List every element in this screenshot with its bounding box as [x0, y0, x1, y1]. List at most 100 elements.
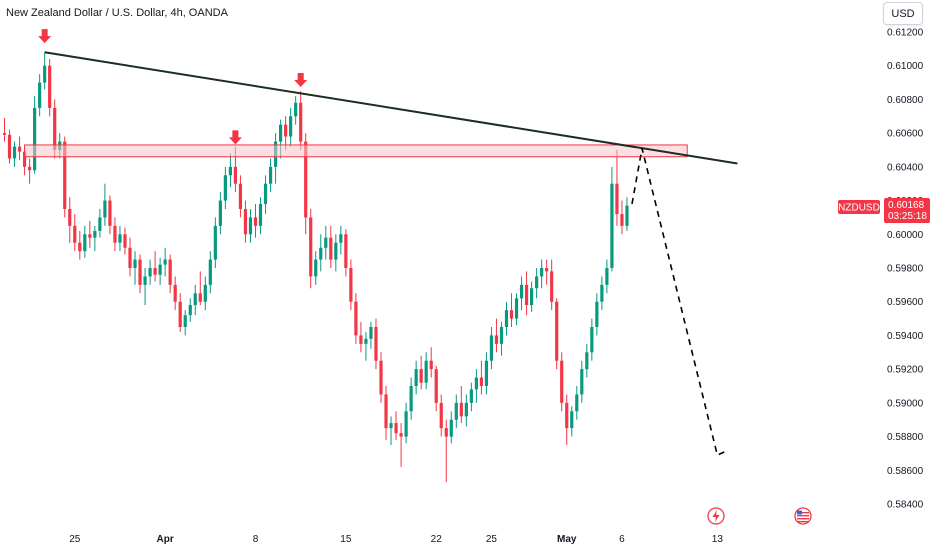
candle	[243, 200, 248, 243]
candle	[334, 234, 338, 272]
price-tick-label: 0.59400	[887, 331, 924, 342]
candle-body	[163, 259, 167, 265]
symbol-label: NZDUSD	[838, 202, 880, 213]
time-tick-label: 13	[712, 534, 724, 545]
candle	[439, 394, 443, 437]
price-tick-label: 0.60800	[887, 95, 924, 106]
lightning-event-icon	[707, 507, 725, 525]
candle-body	[479, 377, 483, 386]
candle	[193, 284, 197, 316]
candle	[273, 133, 278, 184]
candle	[409, 377, 413, 420]
candle-body	[439, 402, 443, 429]
candle-body	[198, 293, 202, 302]
candle-body	[384, 394, 388, 429]
candle-body	[595, 301, 599, 327]
price-tick-label: 0.61000	[887, 61, 924, 72]
down-arrow-icon	[228, 130, 242, 145]
candle-body	[294, 102, 298, 117]
candle-body	[33, 107, 37, 171]
price-axis: 0.612000.610000.608000.606000.604000.602…	[887, 28, 924, 511]
candle-body	[615, 183, 619, 215]
candle	[565, 394, 569, 445]
candles-layer	[2, 52, 629, 483]
candle	[268, 158, 273, 193]
down-arrow-icon	[38, 29, 52, 44]
countdown-label: 03:25:18	[888, 211, 927, 222]
candle	[374, 318, 378, 370]
last-price-badge	[884, 197, 930, 223]
candle	[78, 230, 82, 260]
candle-body	[153, 268, 157, 275]
candle	[38, 74, 42, 117]
candle-body	[344, 234, 348, 268]
candle	[545, 259, 549, 285]
candle	[183, 310, 187, 336]
candle	[620, 200, 624, 235]
candle-body	[419, 369, 423, 383]
candle-body	[469, 389, 473, 403]
candle	[605, 259, 609, 294]
candle	[17, 136, 22, 161]
candle-body	[193, 293, 197, 306]
candle	[314, 251, 318, 285]
candle	[98, 209, 102, 238]
candle	[535, 268, 539, 299]
candle-body	[98, 217, 102, 231]
candle-body	[399, 433, 403, 437]
candle	[289, 107, 293, 147]
candle-body	[88, 234, 92, 238]
candle-body	[299, 102, 303, 142]
candle	[479, 360, 483, 395]
candle-body	[334, 242, 338, 260]
candle-body	[349, 268, 353, 302]
candle-body	[504, 310, 509, 327]
candle	[93, 225, 97, 252]
candle-body	[38, 82, 42, 108]
time-tick-label: 25	[69, 534, 81, 545]
candle	[319, 234, 323, 272]
down-arrow-icon	[294, 73, 308, 87]
candle	[595, 293, 599, 336]
candle-body	[605, 268, 609, 285]
candle	[208, 251, 212, 294]
candle-body	[258, 203, 263, 226]
candle-body	[565, 402, 569, 429]
candle-body	[449, 419, 453, 437]
candle-body	[514, 298, 519, 319]
candle	[228, 153, 232, 188]
candle	[43, 52, 47, 90]
candle-body	[22, 151, 27, 167]
candle	[148, 259, 152, 285]
candle-body	[389, 423, 393, 429]
currency-button[interactable]: USD	[883, 2, 923, 25]
candle	[404, 402, 408, 444]
candle-body	[359, 335, 363, 344]
candle-body	[138, 259, 142, 285]
candle	[133, 251, 137, 285]
candle	[575, 386, 579, 420]
candle-body	[78, 242, 82, 252]
candle	[118, 225, 122, 252]
candle-body	[524, 284, 529, 306]
candle	[213, 217, 217, 268]
candle-body	[93, 230, 97, 238]
candle	[550, 259, 554, 311]
candle	[429, 347, 433, 378]
candle	[83, 225, 87, 258]
candle-body	[519, 284, 524, 299]
candle	[218, 192, 222, 235]
candle	[504, 301, 509, 336]
candle	[173, 276, 177, 311]
candle-body	[304, 141, 308, 218]
candle	[123, 227, 127, 255]
candle-body	[148, 268, 152, 277]
candle-body	[625, 205, 629, 226]
candle-body	[213, 225, 217, 260]
candle-body	[319, 247, 323, 260]
candle-body	[374, 327, 378, 361]
time-tick-label: 6	[619, 534, 625, 545]
projection-layer	[631, 148, 726, 457]
candle	[258, 197, 263, 235]
